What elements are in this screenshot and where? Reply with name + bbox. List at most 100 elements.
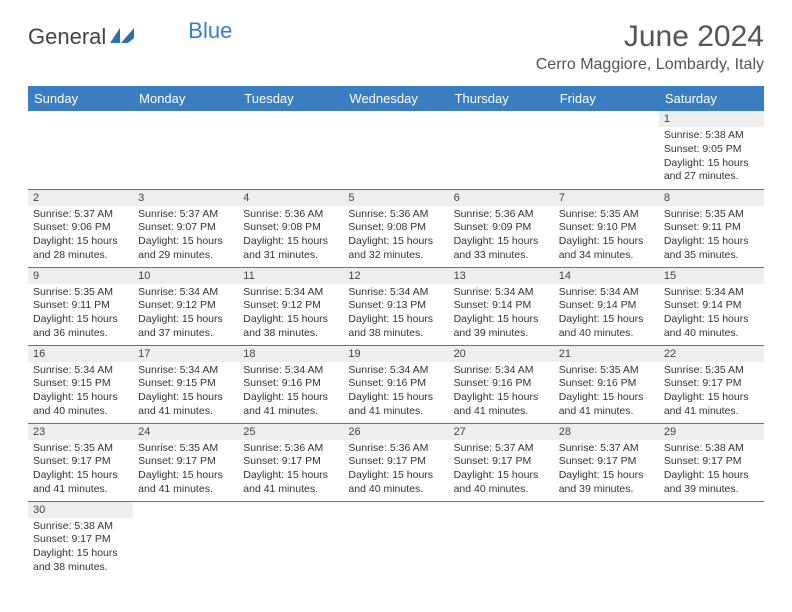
daylight-line: Daylight: 15 hours and 41 minutes.: [138, 469, 233, 496]
sunset-line: Sunset: 9:06 PM: [33, 221, 128, 235]
daylight-line: Daylight: 15 hours and 41 minutes.: [664, 391, 759, 418]
sunset-line: Sunset: 9:08 PM: [243, 221, 338, 235]
day-number: 8: [659, 190, 764, 206]
day-number: 13: [449, 268, 554, 284]
day-body: Sunrise: 5:37 AMSunset: 9:07 PMDaylight:…: [133, 206, 238, 267]
title-block: June 2024 Cerro Maggiore, Lombardy, Ital…: [536, 20, 764, 74]
calendar-row: 30Sunrise: 5:38 AMSunset: 9:17 PMDayligh…: [28, 501, 764, 579]
calendar-cell: 6Sunrise: 5:36 AMSunset: 9:09 PMDaylight…: [449, 189, 554, 267]
location: Cerro Maggiore, Lombardy, Italy: [536, 56, 764, 74]
daylight-line: Daylight: 15 hours and 40 minutes.: [559, 313, 654, 340]
day-number: 30: [28, 502, 133, 518]
sunrise-line: Sunrise: 5:38 AM: [33, 520, 128, 534]
calendar-cell: [343, 111, 448, 189]
dayname-sunday: Sunday: [28, 86, 133, 111]
calendar-row: 23Sunrise: 5:35 AMSunset: 9:17 PMDayligh…: [28, 423, 764, 501]
day-body: Sunrise: 5:35 AMSunset: 9:17 PMDaylight:…: [659, 362, 764, 423]
sunrise-line: Sunrise: 5:34 AM: [243, 286, 338, 300]
calendar-cell: [238, 111, 343, 189]
calendar-row: 16Sunrise: 5:34 AMSunset: 9:15 PMDayligh…: [28, 345, 764, 423]
day-body: Sunrise: 5:36 AMSunset: 9:08 PMDaylight:…: [238, 206, 343, 267]
daylight-line: Daylight: 15 hours and 38 minutes.: [33, 547, 128, 574]
day-body: Sunrise: 5:38 AMSunset: 9:05 PMDaylight:…: [659, 127, 764, 188]
day-body: Sunrise: 5:34 AMSunset: 9:12 PMDaylight:…: [238, 284, 343, 345]
day-number: 16: [28, 346, 133, 362]
calendar-cell: 24Sunrise: 5:35 AMSunset: 9:17 PMDayligh…: [133, 423, 238, 501]
calendar-cell: 29Sunrise: 5:38 AMSunset: 9:17 PMDayligh…: [659, 423, 764, 501]
sunrise-line: Sunrise: 5:35 AM: [559, 208, 654, 222]
calendar-cell: 26Sunrise: 5:36 AMSunset: 9:17 PMDayligh…: [343, 423, 448, 501]
sunrise-line: Sunrise: 5:35 AM: [138, 442, 233, 456]
daylight-line: Daylight: 15 hours and 41 minutes.: [33, 469, 128, 496]
day-number: 24: [133, 424, 238, 440]
calendar-cell: [554, 501, 659, 579]
calendar-cell: 4Sunrise: 5:36 AMSunset: 9:08 PMDaylight…: [238, 189, 343, 267]
calendar-cell: 13Sunrise: 5:34 AMSunset: 9:14 PMDayligh…: [449, 267, 554, 345]
sunrise-line: Sunrise: 5:37 AM: [138, 208, 233, 222]
calendar-cell: 22Sunrise: 5:35 AMSunset: 9:17 PMDayligh…: [659, 345, 764, 423]
day-number: 20: [449, 346, 554, 362]
dayname-monday: Monday: [133, 86, 238, 111]
day-body: Sunrise: 5:38 AMSunset: 9:17 PMDaylight:…: [659, 440, 764, 501]
calendar-cell: 16Sunrise: 5:34 AMSunset: 9:15 PMDayligh…: [28, 345, 133, 423]
header: General Blue June 2024 Cerro Maggiore, L…: [28, 20, 764, 74]
sunrise-line: Sunrise: 5:36 AM: [243, 442, 338, 456]
sunset-line: Sunset: 9:07 PM: [138, 221, 233, 235]
calendar-cell: 7Sunrise: 5:35 AMSunset: 9:10 PMDaylight…: [554, 189, 659, 267]
calendar-cell: 20Sunrise: 5:34 AMSunset: 9:16 PMDayligh…: [449, 345, 554, 423]
day-body: Sunrise: 5:34 AMSunset: 9:14 PMDaylight:…: [554, 284, 659, 345]
sunrise-line: Sunrise: 5:38 AM: [664, 129, 759, 143]
sunrise-line: Sunrise: 5:34 AM: [348, 286, 443, 300]
day-number: 29: [659, 424, 764, 440]
day-body: Sunrise: 5:35 AMSunset: 9:17 PMDaylight:…: [28, 440, 133, 501]
dayname-tuesday: Tuesday: [238, 86, 343, 111]
day-number: 4: [238, 190, 343, 206]
sunrise-line: Sunrise: 5:38 AM: [664, 442, 759, 456]
day-number: 12: [343, 268, 448, 284]
day-body: Sunrise: 5:35 AMSunset: 9:11 PMDaylight:…: [659, 206, 764, 267]
month-title: June 2024: [536, 20, 764, 54]
sunset-line: Sunset: 9:17 PM: [33, 533, 128, 547]
sunset-line: Sunset: 9:17 PM: [559, 455, 654, 469]
day-body: Sunrise: 5:34 AMSunset: 9:14 PMDaylight:…: [659, 284, 764, 345]
day-body: Sunrise: 5:35 AMSunset: 9:10 PMDaylight:…: [554, 206, 659, 267]
calendar-cell: 9Sunrise: 5:35 AMSunset: 9:11 PMDaylight…: [28, 267, 133, 345]
day-number: 9: [28, 268, 133, 284]
daylight-line: Daylight: 15 hours and 41 minutes.: [243, 391, 338, 418]
sunrise-line: Sunrise: 5:37 AM: [454, 442, 549, 456]
daylight-line: Daylight: 15 hours and 41 minutes.: [559, 391, 654, 418]
sunset-line: Sunset: 9:16 PM: [243, 377, 338, 391]
daylight-line: Daylight: 15 hours and 39 minutes.: [664, 469, 759, 496]
sunrise-line: Sunrise: 5:36 AM: [348, 442, 443, 456]
day-body: Sunrise: 5:38 AMSunset: 9:17 PMDaylight:…: [28, 518, 133, 579]
calendar-row: 2Sunrise: 5:37 AMSunset: 9:06 PMDaylight…: [28, 189, 764, 267]
sunset-line: Sunset: 9:14 PM: [454, 299, 549, 313]
sunset-line: Sunset: 9:05 PM: [664, 143, 759, 157]
calendar-cell: 28Sunrise: 5:37 AMSunset: 9:17 PMDayligh…: [554, 423, 659, 501]
logo-text-a: General: [28, 24, 106, 50]
day-number: 10: [133, 268, 238, 284]
dayname-wednesday: Wednesday: [343, 86, 448, 111]
day-number: 17: [133, 346, 238, 362]
dayname-thursday: Thursday: [449, 86, 554, 111]
daylight-line: Daylight: 15 hours and 40 minutes.: [33, 391, 128, 418]
calendar-body: 1Sunrise: 5:38 AMSunset: 9:05 PMDaylight…: [28, 111, 764, 579]
calendar-cell: [659, 501, 764, 579]
calendar-cell: [238, 501, 343, 579]
sunrise-line: Sunrise: 5:34 AM: [348, 364, 443, 378]
sunset-line: Sunset: 9:08 PM: [348, 221, 443, 235]
sunrise-line: Sunrise: 5:35 AM: [664, 208, 759, 222]
day-number: 3: [133, 190, 238, 206]
dayname-friday: Friday: [554, 86, 659, 111]
sunrise-line: Sunrise: 5:37 AM: [33, 208, 128, 222]
calendar-cell: 25Sunrise: 5:36 AMSunset: 9:17 PMDayligh…: [238, 423, 343, 501]
calendar-row: 1Sunrise: 5:38 AMSunset: 9:05 PMDaylight…: [28, 111, 764, 189]
sunset-line: Sunset: 9:17 PM: [243, 455, 338, 469]
day-number: 18: [238, 346, 343, 362]
calendar-cell: [133, 111, 238, 189]
sunset-line: Sunset: 9:17 PM: [664, 455, 759, 469]
sunset-line: Sunset: 9:13 PM: [348, 299, 443, 313]
day-body: Sunrise: 5:37 AMSunset: 9:17 PMDaylight:…: [554, 440, 659, 501]
calendar-cell: 18Sunrise: 5:34 AMSunset: 9:16 PMDayligh…: [238, 345, 343, 423]
day-number: 15: [659, 268, 764, 284]
